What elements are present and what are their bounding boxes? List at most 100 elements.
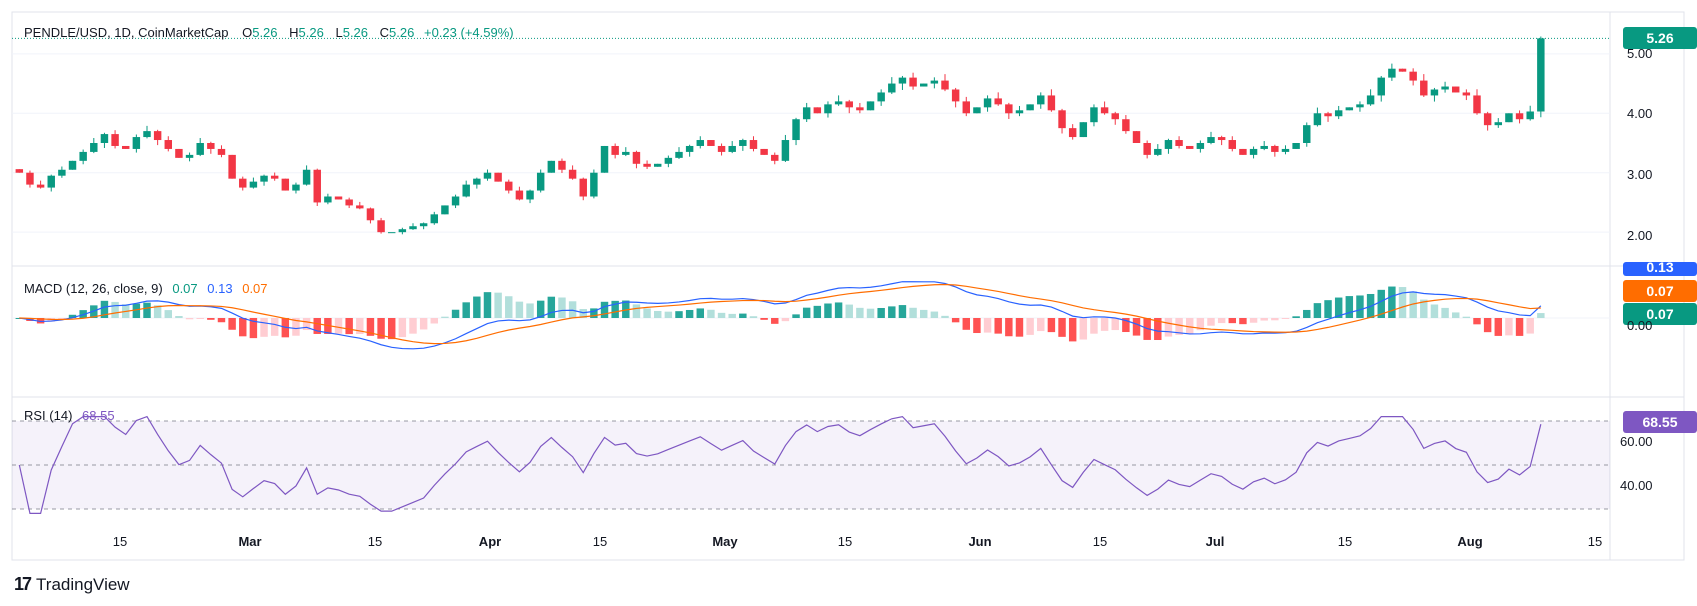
rsi-value: 68.55 [82,408,115,423]
candle-body [164,140,173,149]
macd-histogram-bar [334,318,343,334]
macd-histogram-bar [749,316,758,318]
candle-body [781,140,790,161]
candle-body [1420,80,1428,96]
candle-body [919,83,928,87]
candle-body [1451,86,1460,93]
candle-body [58,169,66,176]
candle-body [451,196,460,206]
candle-body [292,184,300,191]
candle-body [845,101,853,108]
macd-histogram-bar [1058,318,1066,337]
macd-histogram-bar [1079,318,1088,340]
macd-histogram-bar [1228,318,1237,324]
macd-histogram-bar [728,313,736,318]
candle-body [100,134,109,143]
candle-body [866,101,875,111]
x-tick-label: 15 [1337,534,1353,549]
macd-histogram-bar [143,302,151,318]
candle-body [302,169,311,185]
candle-body [441,205,449,215]
macd-histogram-bar [781,318,790,322]
macd-histogram-bar [249,318,258,339]
macd-histogram-bar [175,316,183,318]
candle-body [132,137,141,149]
change-value: +0.23 (+4.59%) [423,25,514,40]
macd-histogram-bar [1526,318,1534,334]
candle-body [175,148,183,158]
macd-histogram-bar [505,296,513,318]
macd-histogram-bar [153,305,162,318]
macd-histogram-bar [909,307,917,318]
macd-histogram-bar [1037,318,1045,332]
candle-body [1334,110,1343,117]
candle-body [1324,113,1332,117]
candle-body [345,199,353,206]
rsi-tick-40: 40.00 [1620,478,1653,493]
candle-body [1377,77,1385,96]
macd-histogram-bar [866,308,875,318]
macd-histogram-bar [68,314,77,318]
candle-body [632,151,641,164]
candle-body [196,143,204,155]
macd-legend: MACD (12, 26, close, 9) 0.07 0.13 0.07 [24,281,268,296]
candle-body [239,178,247,188]
x-tick-label: 15 [112,534,128,549]
rsi-tag: 68.55 [1623,411,1697,433]
candle-body [1079,122,1088,138]
candle-body [1090,107,1098,123]
macd-histogram-bar [1483,318,1492,333]
macd-histogram-bar [1026,318,1034,335]
candle-body [387,232,396,234]
candle-body [600,145,609,173]
candle-body [1015,110,1024,114]
candle-body [962,101,971,114]
candle-body [1005,104,1013,114]
candle-body [1505,113,1513,123]
candle-body [1122,119,1130,132]
macd-histogram-bar [930,311,939,318]
macd-histogram-bar [994,318,1002,334]
candle-body [1154,148,1162,155]
macd-histogram-bar [834,302,843,318]
candle-body [483,172,492,179]
y-tick-4: 4.00 [1627,106,1653,121]
macd-histogram-bar [239,318,247,337]
open-value: 5.26 [252,25,278,40]
candle-body [813,107,822,114]
macd-histogram-bar [462,302,470,318]
candle-body [1345,107,1354,111]
candle-body [419,223,428,227]
candle-body [1217,137,1226,141]
candle-body [377,220,385,233]
macd-histogram-bar [919,309,928,318]
macd-histogram-bar [207,318,215,320]
macd-histogram-bar [675,311,683,318]
symbol-label: PENDLE/USD, 1D, CoinMarketCap [24,25,229,40]
macd-histogram-bar [1409,291,1417,318]
macd-histogram-bar [664,311,673,318]
x-tick-label: Aug [1457,534,1483,549]
macd-histogram-bar [824,303,832,318]
symbol-legend: PENDLE/USD, 1D, CoinMarketCap O5.26 H5.2… [24,25,514,40]
candle-body [877,92,885,102]
macd-signal-value: 0.07 [242,281,268,296]
candle-body [15,169,24,173]
candle-body [802,107,811,120]
x-tick-label: May [712,534,738,549]
macd-histogram-bar [1281,318,1290,319]
macd-histogram-bar [1047,318,1056,333]
macd-histogram-bar [1515,318,1524,336]
candle-body [473,178,481,185]
candle-body [1132,131,1141,143]
candle-body [856,107,864,111]
x-tick-label: Apr [478,534,502,549]
candle-body [409,226,417,230]
macd-histogram-bar [1441,307,1449,318]
candle-body [1196,143,1205,149]
macd-histogram-bar [441,316,449,318]
candle-body [1047,95,1056,111]
low-label: L [335,25,343,40]
macd-histogram-bar [813,305,822,318]
macd-histogram-bar [185,318,194,320]
